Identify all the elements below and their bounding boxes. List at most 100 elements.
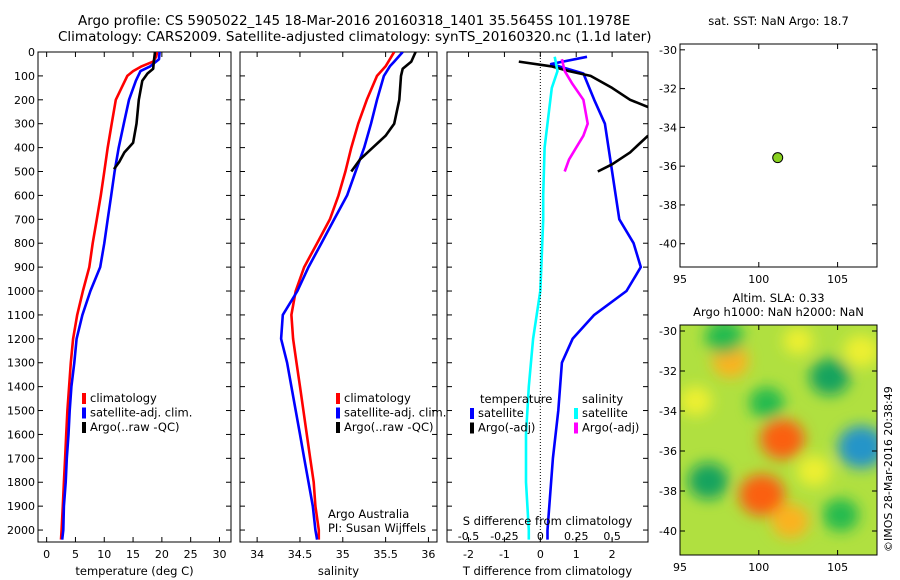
salinity-xtick-label: 34 — [250, 548, 264, 561]
difference-xtick-label: 2 — [609, 548, 616, 561]
depth-tick-label: 900 — [14, 261, 35, 274]
sdiff-legend-label: Argo(-adj) — [582, 421, 639, 435]
sla-anomaly-blob — [739, 474, 785, 516]
salinity-line-argo-raw-qc- — [350, 52, 417, 173]
temperature-line-argo-raw-qc- — [112, 52, 157, 170]
sdiff-tick-label: 0 — [537, 530, 544, 543]
sla-map-ytick-label: -30 — [659, 325, 677, 338]
depth-tick-label: 1500 — [7, 405, 35, 418]
sla-map-title-line1: Altim. SLA: 0.33 — [732, 291, 824, 305]
legend-heading-temperature: temperature — [480, 392, 552, 406]
sla-anomaly-blob — [705, 325, 744, 355]
sla-map-ytick-label: -36 — [659, 445, 677, 458]
difference-line-s-satellite — [524, 56, 559, 540]
figure-title-line1: Argo profile: CS 5905022_145 18-Mar-2016… — [78, 13, 631, 29]
sla-anomaly-blob — [749, 387, 785, 419]
salinity-xlabel: salinity — [318, 564, 359, 578]
difference-frame — [446, 51, 649, 543]
imos-stamp: ©IMOS 28-Mar-2016 20:38:49 — [882, 386, 895, 552]
depth-tick-label: 1700 — [7, 452, 35, 465]
temperature-xtick-label: 0 — [43, 548, 50, 561]
sla-anomaly-blob — [783, 327, 814, 355]
difference-xtick-label: -2 — [463, 548, 474, 561]
sst-map-ytick-label: -38 — [659, 199, 677, 212]
temperature-line-satellite-adj-clim- — [60, 52, 161, 540]
sst-map-ytick-label: -34 — [659, 121, 677, 134]
salinity-legend-label: satellite-adj. clim. — [344, 406, 446, 420]
temperature-xtick-label: 25 — [184, 548, 198, 561]
temperature-frame — [37, 51, 232, 543]
depth-tick-label: 1800 — [7, 476, 35, 489]
tdiff-legend-label: Argo(-adj) — [478, 421, 535, 435]
depth-tick-label: 500 — [14, 166, 35, 179]
sla-map-ytick-label: -38 — [659, 485, 677, 498]
temperature-series-group — [59, 52, 161, 540]
sdiff-tick-label: -0.5 — [458, 530, 479, 543]
sla-blob-layer — [680, 325, 877, 539]
sst-map-xtick-label: 95 — [673, 273, 687, 286]
depth-tick-label: 700 — [14, 213, 35, 226]
difference-line-t-satellite — [546, 55, 643, 540]
temperature-legend-label: satellite-adj. clim. — [90, 406, 192, 420]
temperature-legend-swatch — [82, 407, 86, 419]
pi-name-label: PI: Susan Wijffels — [328, 521, 426, 535]
legend-heading-salinity: salinity — [582, 392, 623, 406]
depth-tick-label: 100 — [14, 70, 35, 83]
sla-anomaly-blob — [797, 455, 831, 487]
sla-map-frame — [679, 324, 878, 556]
sst-map-xtick-label: 100 — [748, 273, 769, 286]
depth-tick-label: 800 — [14, 237, 35, 250]
sst-map-title: sat. SST: NaN Argo: 18.7 — [708, 14, 849, 28]
sdiff-tick-label: 0.5 — [603, 530, 621, 543]
sla-anomaly-blob — [760, 418, 805, 460]
difference-line-t-argo-adj- — [518, 60, 648, 109]
sla-anomaly-blob — [771, 503, 810, 539]
sdiff-axis-label: S difference from climatology — [463, 514, 633, 528]
depth-tick-label: 0 — [28, 46, 35, 59]
sla-map-title-line2: Argo h1000: NaN h2000: NaN — [693, 305, 864, 319]
sst-map-frame — [679, 43, 878, 268]
sdiff-tick-label: -0.25 — [490, 530, 518, 543]
tdiff-legend-label: satellite — [478, 406, 524, 420]
sla-heatmap-group — [680, 325, 877, 555]
sla-map-xtick-label: 105 — [827, 561, 848, 574]
sla-anomaly-blob — [809, 358, 850, 396]
sla-anomaly-blob — [837, 425, 877, 469]
temperature-xtick-label: 30 — [212, 548, 226, 561]
sst-map-ytick-label: -32 — [659, 83, 677, 96]
temperature-legend-swatch — [82, 422, 86, 433]
temperature-xtick-label: 5 — [72, 548, 79, 561]
difference-series-group — [518, 55, 648, 540]
sst-map-ytick-label: -40 — [659, 238, 677, 251]
sdiff-legend-label: satellite — [582, 406, 628, 420]
temperature-legend-swatch — [82, 393, 86, 404]
sla-map-ytick-label: -32 — [659, 365, 677, 378]
depth-tick-label: 200 — [14, 94, 35, 107]
depth-tick-label: 1000 — [7, 285, 35, 298]
sst-map-ytick-label: -36 — [659, 160, 677, 173]
depth-tick-label: 300 — [14, 118, 35, 131]
difference-xlabel: T difference from climatology — [462, 564, 633, 578]
sla-anomaly-blob — [680, 386, 713, 416]
salinity-xtick-label: 35.5 — [373, 548, 398, 561]
sdiff-tick-label: 0.25 — [564, 530, 589, 543]
salinity-line-climatology — [290, 52, 396, 540]
sdiff-legend-swatch — [574, 408, 578, 419]
sst-map-ytick-label: -30 — [659, 44, 677, 57]
salinity-xtick-label: 34.5 — [288, 548, 313, 561]
sdiff-legend-swatch — [574, 422, 578, 434]
temperature-xtick-label: 20 — [155, 548, 169, 561]
difference-line-s-argo-adj- — [560, 58, 590, 172]
temperature-xtick-label: 15 — [126, 548, 140, 561]
temperature-xtick-label: 10 — [97, 548, 111, 561]
depth-tick-label: 1300 — [7, 357, 35, 370]
temperature-line-climatology — [59, 52, 159, 540]
depth-tick-label: 600 — [14, 189, 35, 202]
salinity-legend-label: Argo(..raw -QC) — [344, 420, 434, 434]
argo-australia-label: Argo Australia — [328, 507, 409, 521]
figure-title-line2: Climatology: CARS2009. Satellite-adjuste… — [58, 29, 652, 45]
tdiff-legend-swatch — [470, 408, 474, 419]
temperature-xlabel: temperature (deg C) — [75, 564, 193, 578]
salinity-frame — [239, 51, 438, 543]
